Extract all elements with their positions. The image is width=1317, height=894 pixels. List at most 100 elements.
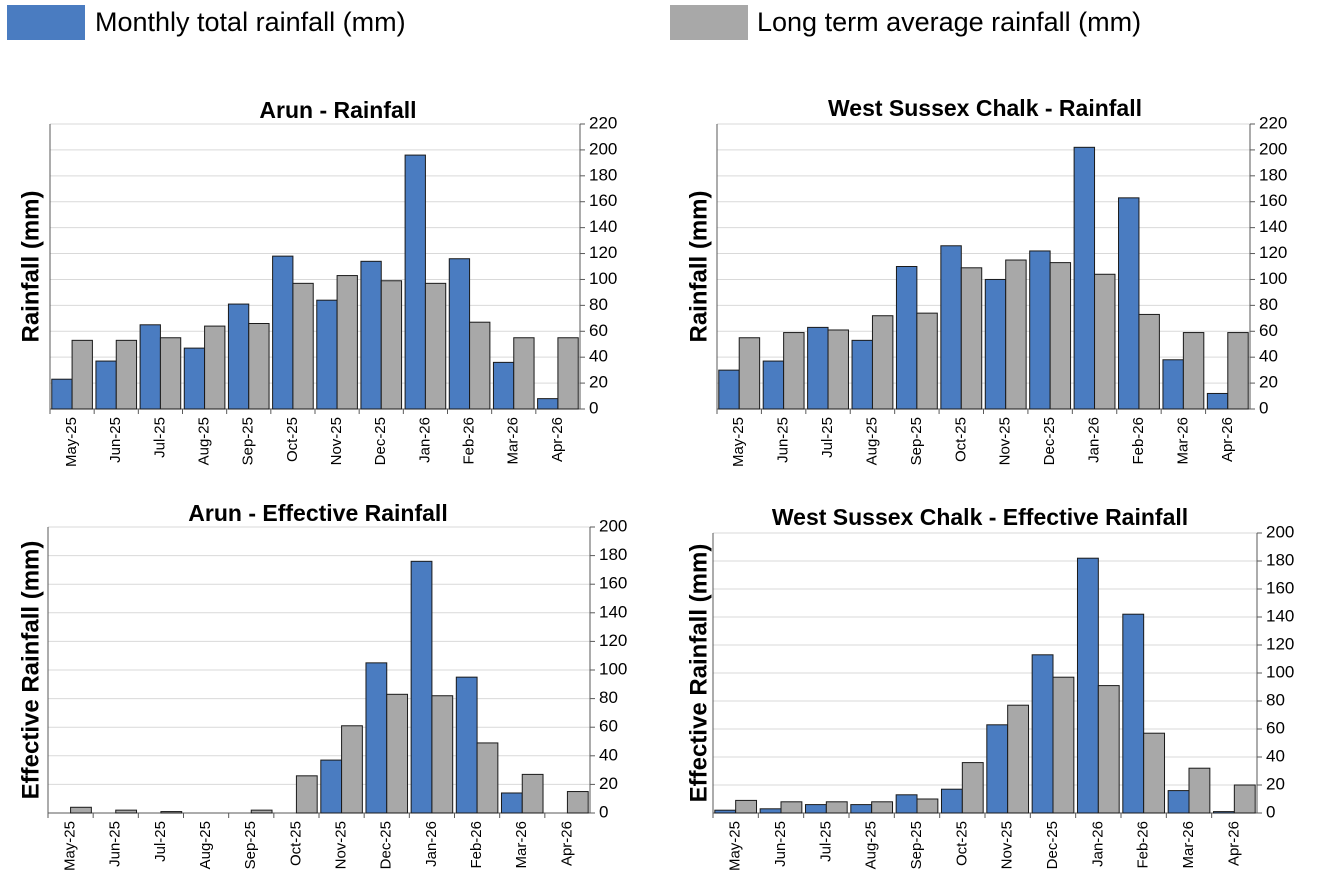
bar (336, 275, 358, 410)
legend-swatch (7, 5, 85, 40)
y-tick-label: 40 (599, 745, 618, 764)
x-tick-label: Jan-26 (1089, 821, 1106, 867)
bar (807, 326, 829, 410)
bar (521, 773, 544, 814)
bar (1227, 332, 1249, 410)
bar (386, 693, 409, 814)
bar (250, 809, 273, 814)
bar (825, 801, 848, 814)
x-tick-label: Aug-25 (197, 821, 214, 869)
bar (738, 337, 761, 410)
y-tick-label: 0 (589, 398, 598, 417)
bar (1094, 273, 1116, 410)
y-tick-label: 140 (589, 217, 617, 236)
bar (851, 339, 873, 410)
y-tick-label: 0 (1259, 398, 1268, 417)
bar (916, 798, 939, 814)
y-tick-label: 120 (599, 631, 627, 650)
bar (1031, 654, 1054, 814)
y-tick-label: 100 (1259, 269, 1287, 288)
y-tick-label: 100 (589, 269, 617, 288)
bar (316, 299, 338, 410)
bar (204, 325, 226, 410)
y-tick-label: 140 (599, 602, 627, 621)
x-tick-label: Mar-26 (513, 821, 530, 869)
bar (115, 339, 138, 410)
y-tick-label: 80 (599, 688, 618, 707)
bar (895, 794, 918, 814)
bar (735, 799, 758, 814)
bar (1005, 259, 1027, 410)
bar (1118, 197, 1140, 410)
y-tick-label: 180 (1259, 165, 1287, 184)
y-tick-label: 200 (589, 139, 617, 158)
bar (476, 742, 499, 814)
bar (1049, 262, 1072, 410)
x-tick-label: May-25 (62, 821, 79, 871)
bar (1162, 359, 1184, 410)
x-tick-label: Nov-25 (328, 417, 345, 465)
x-tick-label: Mar-26 (1174, 417, 1191, 465)
bar (183, 347, 206, 410)
y-tick-label: 20 (1266, 774, 1285, 793)
y-tick-label: 40 (1266, 746, 1285, 765)
bar (448, 258, 471, 410)
x-tick-label: Jul-25 (819, 417, 836, 458)
x-tick-label: Sep-25 (242, 821, 259, 869)
bar (360, 260, 382, 410)
y-axis-label: Rainfall (mm) (685, 190, 712, 342)
bar (1073, 146, 1096, 410)
bar (1007, 704, 1030, 814)
bar (1206, 392, 1229, 410)
bar (431, 695, 454, 814)
y-tick-label: 180 (589, 165, 617, 184)
bar (960, 267, 983, 410)
legend-label: Monthly total rainfall (mm) (95, 7, 406, 37)
x-tick-label: Nov-25 (997, 417, 1014, 465)
y-tick-label: 40 (589, 347, 608, 366)
y-axis-label: Rainfall (mm) (17, 190, 44, 342)
x-tick-label: Mar-26 (1180, 821, 1197, 869)
y-tick-label: 80 (1266, 690, 1285, 709)
y-tick-label: 120 (1266, 634, 1294, 653)
x-tick-label: Jun-25 (772, 821, 789, 867)
bar (940, 788, 963, 814)
x-tick-label: May-25 (727, 821, 744, 871)
y-tick-label: 60 (1266, 718, 1285, 737)
x-tick-label: Jul-25 (151, 417, 168, 458)
bar (365, 662, 388, 814)
bar (404, 154, 426, 410)
bar (272, 255, 294, 410)
x-tick-label: Oct-25 (284, 417, 301, 462)
x-tick-label: May-25 (63, 417, 80, 467)
y-tick-label: 200 (1266, 522, 1294, 541)
y-tick-label: 80 (589, 295, 608, 314)
y-tick-label: 40 (1259, 347, 1278, 366)
bar (940, 245, 962, 410)
bar (537, 398, 559, 410)
bar (762, 360, 785, 410)
y-tick-label: 0 (1266, 802, 1275, 821)
bar (780, 801, 803, 814)
bar (295, 775, 318, 814)
x-tick-label: Oct-25 (952, 417, 969, 462)
x-tick-label: Jan-26 (423, 821, 440, 867)
y-tick-label: 160 (1266, 578, 1294, 597)
bar (986, 724, 1009, 814)
y-tick-label: 220 (1259, 113, 1287, 132)
x-tick-label: Dec-25 (372, 417, 389, 465)
bar (984, 278, 1007, 410)
y-tick-label: 60 (599, 717, 618, 736)
bar (139, 324, 161, 410)
bar (1182, 332, 1205, 410)
bar (1212, 811, 1235, 814)
bar (320, 759, 343, 814)
x-tick-label: Oct-25 (953, 821, 970, 866)
x-tick-label: Jan-26 (1086, 417, 1103, 463)
bar (71, 339, 93, 410)
x-tick-label: Apr-26 (1219, 417, 1236, 462)
bar (783, 332, 805, 410)
x-tick-label: Aug-25 (863, 821, 880, 869)
y-tick-label: 20 (1259, 373, 1278, 392)
